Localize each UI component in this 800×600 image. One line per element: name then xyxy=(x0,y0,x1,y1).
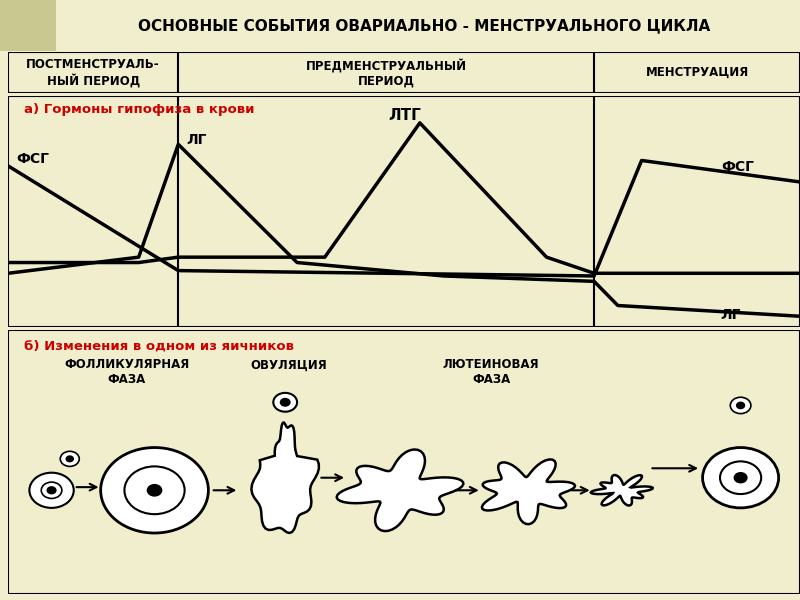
Circle shape xyxy=(737,402,745,409)
Circle shape xyxy=(47,487,56,494)
Text: МЕНСТРУАЦИЯ: МЕНСТРУАЦИЯ xyxy=(646,66,749,79)
Text: ЛГ: ЛГ xyxy=(186,133,206,148)
Circle shape xyxy=(702,448,778,508)
Circle shape xyxy=(42,482,62,499)
Polygon shape xyxy=(591,475,653,506)
Text: ФСГ: ФСГ xyxy=(721,160,754,174)
Text: б) Изменения в одном из яичников: б) Изменения в одном из яичников xyxy=(24,339,294,352)
Circle shape xyxy=(274,393,297,412)
Polygon shape xyxy=(482,460,575,524)
Bar xyxy=(0,0,56,51)
Text: ПОСТМЕНСТРУАЛЬ-
НЫЙ ПЕРИОД: ПОСТМЕНСТРУАЛЬ- НЫЙ ПЕРИОД xyxy=(26,58,160,87)
Text: а) Гормоны гипофиза в крови: а) Гормоны гипофиза в крови xyxy=(24,103,254,116)
Text: ЛГ: ЛГ xyxy=(721,308,742,322)
Text: ЛТГ: ЛТГ xyxy=(388,108,421,123)
Circle shape xyxy=(147,485,162,496)
Text: ЛЮТЕИНОВАЯ
ФАЗА: ЛЮТЕИНОВАЯ ФАЗА xyxy=(443,358,539,386)
Text: ПРЕДМЕНСТРУАЛЬНЫЙ
ПЕРИОД: ПРЕДМЕНСТРУАЛЬНЫЙ ПЕРИОД xyxy=(306,58,466,87)
Circle shape xyxy=(66,456,74,461)
Polygon shape xyxy=(251,422,319,533)
Circle shape xyxy=(720,461,761,494)
Circle shape xyxy=(30,473,74,508)
Circle shape xyxy=(734,473,747,483)
Circle shape xyxy=(730,397,751,413)
Circle shape xyxy=(281,398,290,406)
Text: ФОЛЛИКУЛЯРНАЯ
ФАЗА: ФОЛЛИКУЛЯРНАЯ ФАЗА xyxy=(64,358,190,386)
Text: ОВУЛЯЦИЯ: ОВУЛЯЦИЯ xyxy=(250,358,327,371)
Circle shape xyxy=(60,451,79,466)
Circle shape xyxy=(101,448,208,533)
Circle shape xyxy=(125,466,185,514)
Polygon shape xyxy=(337,449,463,531)
Text: ФСГ: ФСГ xyxy=(16,152,49,166)
Text: ОСНОВНЫЕ СОБЫТИЯ ОВАРИАЛЬНО - МЕНСТРУАЛЬНОГО ЦИКЛА: ОСНОВНЫЕ СОБЫТИЯ ОВАРИАЛЬНО - МЕНСТРУАЛЬ… xyxy=(138,18,710,33)
